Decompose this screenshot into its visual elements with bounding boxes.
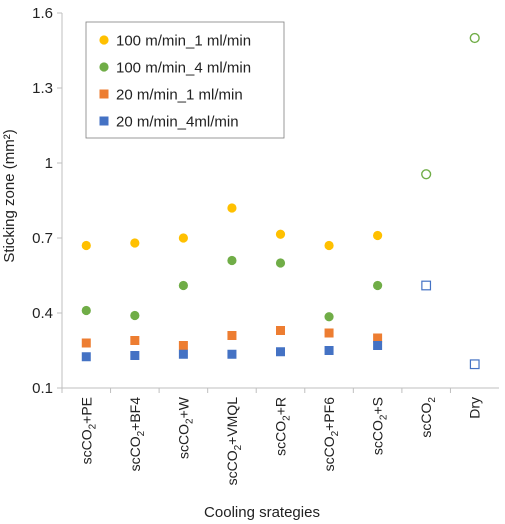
y-tick-labels: 0.1 0.4 0.7 1 1.3 1.6 (32, 5, 62, 397)
data-point (373, 230, 383, 241)
x-tick-label: Dry (467, 397, 483, 419)
legend-marker (99, 62, 109, 72)
x-tick-label: scCO2+VMQL (224, 397, 244, 486)
data-point (227, 331, 237, 340)
x-axis-label: Cooling srategies (204, 504, 320, 521)
data-point (178, 341, 188, 350)
data-point (130, 336, 140, 345)
data-point (275, 229, 286, 239)
y-tick-label: 0.7 (32, 230, 53, 247)
x-tick-label: scCO2 (418, 397, 438, 438)
y-tick-label: 0.4 (32, 305, 53, 322)
data-point (130, 310, 140, 321)
data-point (324, 328, 334, 338)
data-point (373, 333, 383, 343)
legend-label: 20 m/min_1 ml/min (116, 87, 243, 104)
legend-label: 20 m/min_4ml/min (116, 114, 239, 131)
y-tick-label: 0.1 (32, 380, 53, 397)
legend: 100 m/min_1 ml/min 100 m/min_4 ml/min 20 m… (85, 21, 285, 139)
data-point (227, 255, 237, 266)
data-point (373, 280, 383, 291)
data-point (130, 351, 140, 360)
data-point (81, 352, 91, 362)
legend-label: 100 m/min_1 ml/min (116, 33, 251, 50)
data-point (178, 349, 188, 359)
x-tick-label: scCO2+W (175, 396, 195, 459)
x-tick-label: scCO2+PF6 (321, 397, 341, 472)
y-axis-label: Sticking zone (mm²) (1, 129, 18, 262)
y-tick-label: 1.3 (32, 80, 53, 97)
data-point (81, 305, 91, 316)
y-tick-label: 1 (45, 155, 53, 172)
x-tick-label: scCO2+PE (78, 397, 98, 464)
data-point (227, 203, 237, 213)
data-point (130, 238, 140, 248)
data-point (81, 338, 91, 348)
data-point (421, 280, 432, 291)
data-point (81, 240, 91, 251)
data-point (324, 240, 334, 251)
data-point (324, 346, 334, 355)
legend-box (85, 21, 285, 139)
data-point (469, 32, 480, 44)
data-point (178, 233, 188, 243)
x-tick-label: scCO2+BF4 (127, 397, 147, 472)
data-point (275, 258, 286, 268)
data-point (227, 349, 237, 359)
data-point (324, 312, 334, 322)
data-point (276, 326, 285, 335)
y-tick-label: 1.6 (32, 5, 53, 22)
legend-label: 100 m/min_4 ml/min (116, 60, 251, 77)
x-category-labels: scCO2+PE scCO2+BF4 scCO2+W scCO2+VMQL scCO2+… (61, 388, 483, 486)
x-tick-label: scCO2+R (273, 397, 293, 456)
data-point (276, 347, 285, 357)
legend-marker (99, 89, 109, 99)
data-point (373, 341, 383, 350)
data-marks (81, 32, 480, 370)
legend-marker (99, 35, 109, 45)
x-tick-label: scCO2+S (370, 397, 390, 455)
legend-marker (99, 116, 109, 126)
axes (61, 13, 499, 389)
data-point (178, 280, 188, 291)
data-point (421, 169, 432, 180)
data-point (469, 359, 480, 370)
